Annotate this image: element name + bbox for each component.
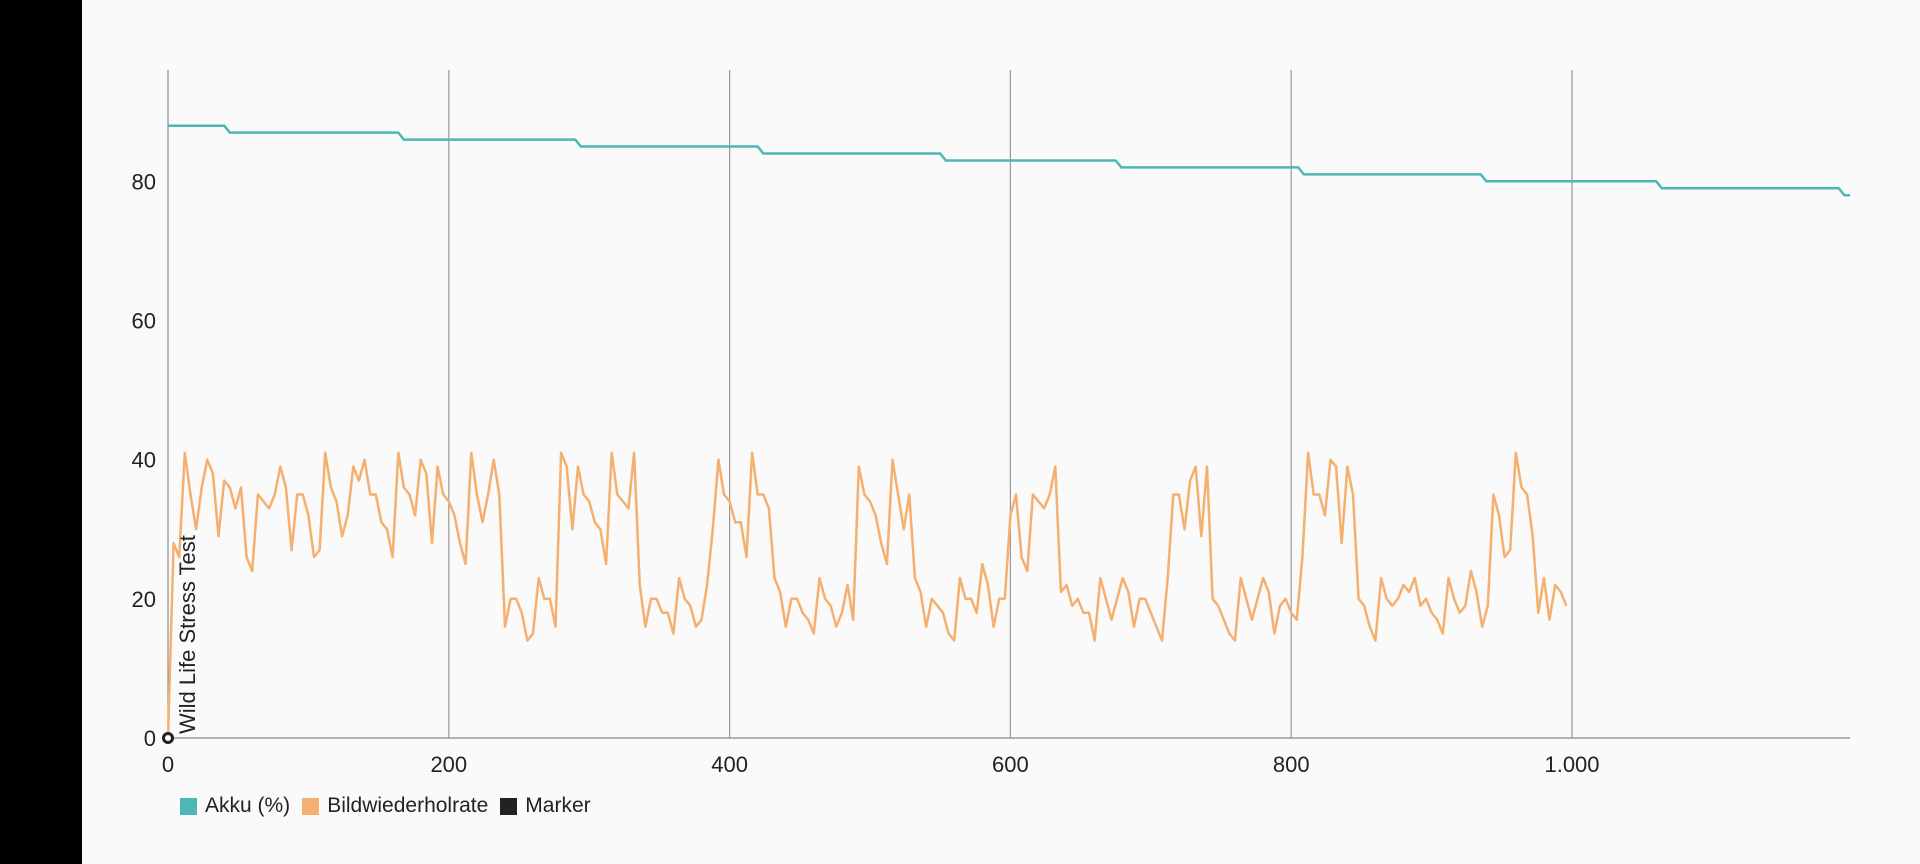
y-tick-label: 20 <box>132 587 156 612</box>
legend-item: Bildwiederholrate <box>302 794 488 818</box>
x-tick-label: 600 <box>992 752 1029 777</box>
x-tick-label: 400 <box>711 752 748 777</box>
x-tick-label: 1.000 <box>1544 752 1599 777</box>
x-axis-ticks: 0 200 400 600 800 1.000 <box>162 752 1600 777</box>
marker-point <box>162 732 174 744</box>
y-tick-label: 0 <box>144 726 156 751</box>
y-axis-ticks: 0 20 40 60 80 <box>132 169 156 751</box>
series-line-battery <box>168 124 1850 197</box>
legend-label: Akku (%) <box>205 794 291 817</box>
series-layer <box>166 124 1850 739</box>
legend-label: Marker <box>525 794 591 817</box>
x-tick-label: 200 <box>430 752 467 777</box>
grid-layer <box>167 70 1850 739</box>
series-line-framerate <box>166 451 1568 739</box>
marker-label: Wild Life Stress Test <box>175 535 200 734</box>
left-black-bar <box>0 0 82 864</box>
legend-label: Bildwiederholrate <box>327 794 489 817</box>
legend-item: Marker <box>500 794 591 818</box>
y-tick-label: 60 <box>132 309 156 334</box>
x-tick-label: 0 <box>162 752 174 777</box>
y-tick-label: 40 <box>132 448 156 473</box>
legend-item: Akku (%) <box>180 794 290 818</box>
legend-swatch <box>500 797 518 815</box>
legend-swatch <box>302 797 320 815</box>
legend-swatch <box>180 797 197 815</box>
x-tick-label: 800 <box>1273 752 1310 777</box>
marker-layer: Wild Life Stress Test <box>162 535 200 744</box>
legend: Akku (%) Bildwiederholrate Marker <box>180 794 593 818</box>
y-tick-label: 80 <box>132 169 156 194</box>
